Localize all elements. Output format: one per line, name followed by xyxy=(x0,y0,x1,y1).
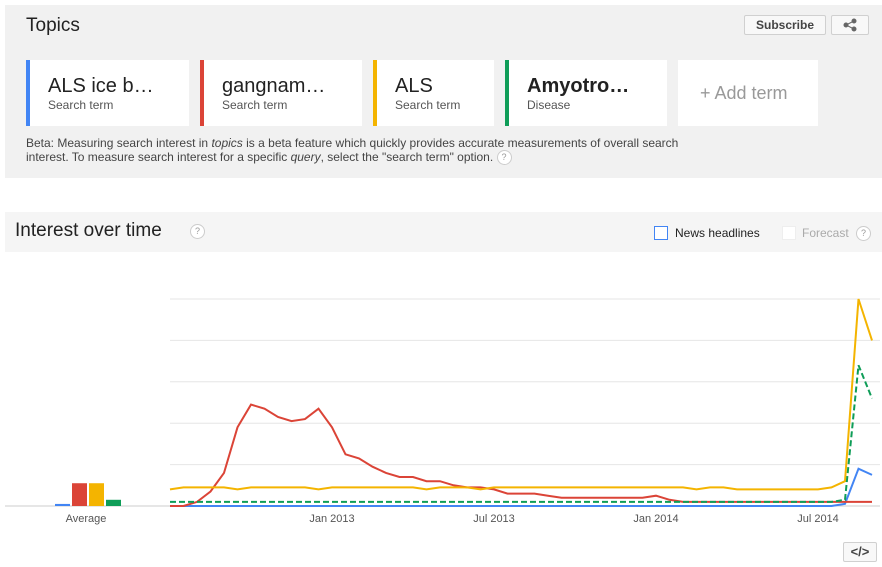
news-checkbox[interactable] xyxy=(654,226,668,240)
term-name: ALS xyxy=(395,75,433,97)
embed-button[interactable]: </> xyxy=(843,542,877,562)
series-line xyxy=(170,467,873,507)
term-card[interactable]: Amyotro… Disease xyxy=(505,60,667,126)
add-term[interactable]: + Add term xyxy=(678,60,818,126)
help-icon[interactable]: ? xyxy=(856,226,871,241)
x-tick-label: Jul 2014 xyxy=(797,513,839,525)
topics-title: Topics xyxy=(26,15,80,36)
note-text: Beta: Measuring search interest in xyxy=(26,136,212,150)
note-text: , select the "search term" option. xyxy=(320,150,494,164)
chart: Jan 2013 Jul 2013 Jan 2014 Jul 2014 Average xyxy=(5,298,880,525)
news-label[interactable]: News headlines xyxy=(675,226,760,240)
x-tick-label: Jul 2013 xyxy=(473,513,515,525)
x-tick-label: Jan 2014 xyxy=(633,513,678,525)
term-card[interactable]: ALS ice b… Search term xyxy=(26,60,189,126)
add-term-label: + Add term xyxy=(700,83,788,103)
average-bar xyxy=(55,503,70,506)
share-icon xyxy=(843,18,857,32)
forecast-checkbox xyxy=(782,226,796,240)
forecast-label: Forecast xyxy=(802,226,849,240)
share-button[interactable] xyxy=(831,15,869,35)
average-label: Average xyxy=(66,513,107,525)
note-text: topics xyxy=(211,136,243,150)
series-line xyxy=(170,403,872,507)
term-name: Amyotro… xyxy=(527,75,630,97)
series-line xyxy=(170,364,873,503)
term-type: Disease xyxy=(527,98,571,112)
subscribe-button[interactable]: Subscribe xyxy=(744,15,826,35)
note-text: query xyxy=(290,150,321,164)
average-bar xyxy=(72,483,87,506)
help-icon[interactable]: ? xyxy=(190,224,205,239)
help-icon[interactable]: ? xyxy=(496,150,512,166)
term-name: ALS ice b… xyxy=(48,75,154,97)
term-type: Search term xyxy=(222,98,288,112)
average-bar xyxy=(89,483,104,506)
beta-note: Beta: Measuring search interest in topic… xyxy=(26,136,706,166)
term-type: Search term xyxy=(395,98,461,112)
note-text: is a beta feature which quickly provides… xyxy=(26,136,679,164)
term-type: Search term xyxy=(48,98,114,112)
series-line xyxy=(169,298,873,491)
term-card[interactable]: gangnam… Search term xyxy=(200,60,362,126)
term-name: gangnam… xyxy=(222,75,326,97)
average-bar xyxy=(106,499,121,506)
term-card[interactable]: ALS Search term xyxy=(373,60,494,126)
section-header xyxy=(5,212,882,252)
section-title: Interest over time xyxy=(15,220,162,241)
x-tick-label: Jan 2013 xyxy=(309,513,354,525)
